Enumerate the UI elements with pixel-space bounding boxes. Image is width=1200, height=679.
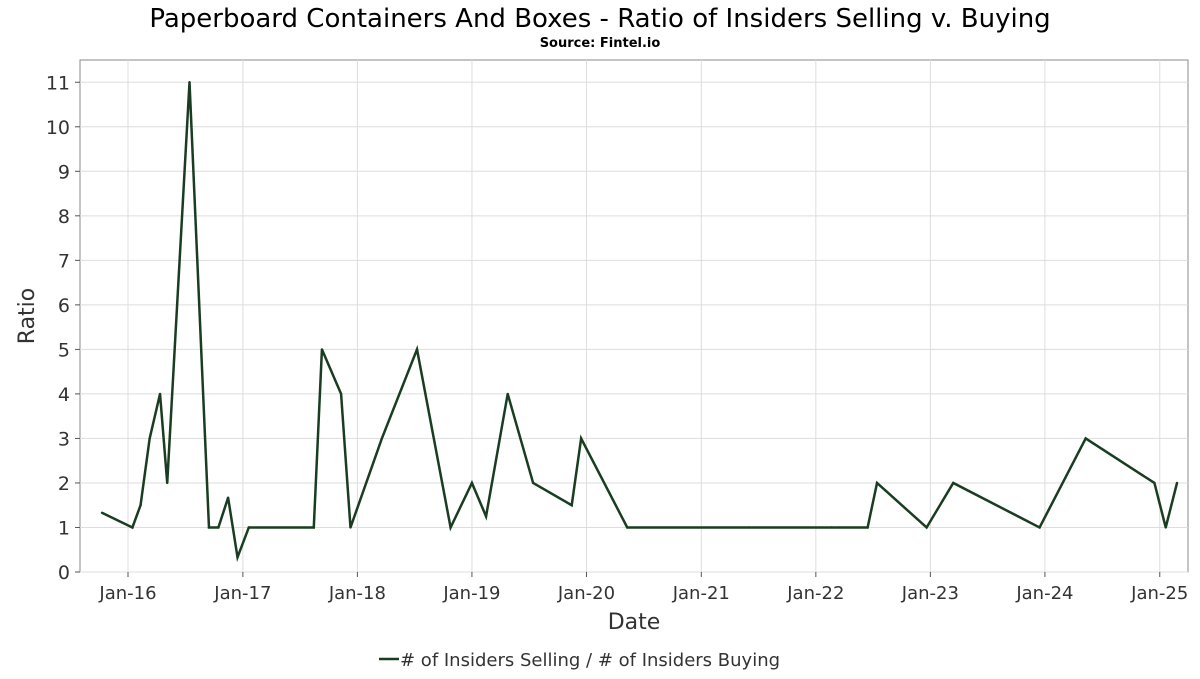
y-tick-label: 11 <box>46 72 70 94</box>
grid-lines <box>80 60 1188 573</box>
y-tick-label: 10 <box>46 117 70 139</box>
data-point <box>1038 526 1041 529</box>
data-point <box>952 481 955 485</box>
data-point <box>1175 481 1179 485</box>
series-line <box>101 82 1179 563</box>
data-point <box>506 392 509 396</box>
y-tick-label: 4 <box>58 384 70 406</box>
data-point <box>236 556 239 559</box>
y-axis-label: Ratio <box>15 288 40 344</box>
x-axis-ticks: Jan-16 Jan-17 Jan-18 Jan-19 Jan-20 Jan-21 Jan-… <box>98 572 1188 604</box>
y-tick-label: 6 <box>58 295 70 317</box>
y-tick-label: 8 <box>58 206 70 228</box>
plot-area <box>79 59 1189 573</box>
data-point <box>349 526 352 529</box>
data-point <box>158 392 162 396</box>
x-tick-label: Jan-18 <box>328 583 386 604</box>
legend-label: # of Insiders Selling / # of Insiders Bu… <box>400 650 780 671</box>
data-point <box>470 481 474 485</box>
data-point <box>339 392 343 396</box>
y-tick-label: 3 <box>58 428 70 450</box>
y-tick-label: 1 <box>58 517 70 539</box>
x-tick-label: Jan-25 <box>1130 583 1188 604</box>
data-point <box>1153 481 1156 485</box>
data-point <box>626 526 629 529</box>
x-tick-label: Jan-20 <box>557 583 615 604</box>
y-tick-label: 9 <box>58 161 70 183</box>
x-tick-label: Jan-21 <box>672 583 730 604</box>
chart-subtitle: Source: Fintel.io <box>540 36 661 51</box>
data-point <box>188 81 191 84</box>
data-point <box>830 526 833 529</box>
x-tick-label: Jan-16 <box>98 583 156 604</box>
x-tick-label: Jan-22 <box>786 583 844 604</box>
data-point <box>247 526 251 529</box>
data-point <box>320 348 324 351</box>
data-point <box>484 515 488 518</box>
data-point <box>166 481 169 485</box>
x-tick-label: Jan-17 <box>213 583 271 604</box>
y-axis-ticks: 0 1 2 3 4 5 6 7 8 9 10 11 <box>46 72 80 584</box>
y-tick-label: 0 <box>58 562 70 584</box>
data-point <box>837 526 840 529</box>
data-point <box>148 437 151 440</box>
data-point <box>415 348 419 351</box>
data-point <box>531 481 535 485</box>
legend: # of Insiders Selling / # of Insiders Bu… <box>379 650 780 671</box>
data-point <box>1084 437 1087 440</box>
x-tick-label: Jan-23 <box>901 583 959 604</box>
data-point <box>875 481 879 485</box>
y-tick-label: 5 <box>58 339 70 361</box>
data-point <box>100 511 104 514</box>
data-point <box>217 526 220 529</box>
x-tick-label: Jan-24 <box>1015 583 1073 604</box>
data-point <box>131 526 134 529</box>
data-point <box>380 437 384 440</box>
x-tick-label: Jan-19 <box>442 583 500 604</box>
y-tick-label: 7 <box>58 250 70 272</box>
chart-title: Paperboard Containers And Boxes - Ratio … <box>149 4 1050 34</box>
data-point <box>747 526 750 529</box>
data-point <box>226 496 230 499</box>
data-point <box>866 526 869 529</box>
series-layer <box>100 81 1179 563</box>
data-point <box>1164 526 1167 529</box>
data-point <box>925 526 928 529</box>
y-tick-label: 2 <box>58 473 70 495</box>
data-point <box>449 526 452 529</box>
data-point <box>570 504 573 507</box>
data-point <box>207 526 211 529</box>
x-axis-label: Date <box>608 610 661 635</box>
data-point <box>312 526 315 529</box>
data-point <box>579 437 583 440</box>
data-point <box>139 504 142 507</box>
